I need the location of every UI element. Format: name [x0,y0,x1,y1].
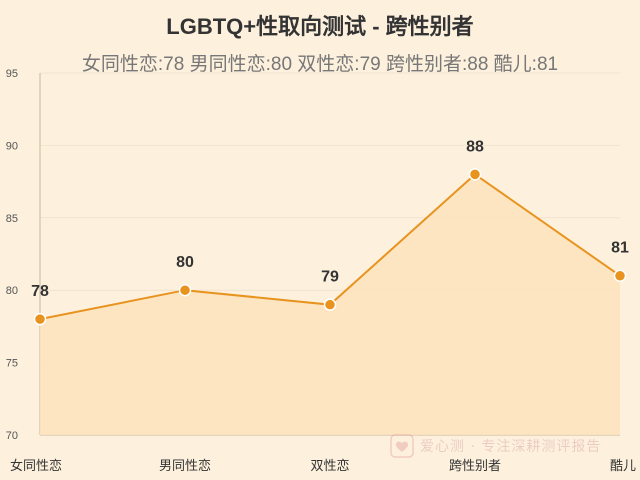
y-tick-label: 95 [6,68,18,80]
data-point [178,283,192,297]
x-tick-label: 双性恋 [310,458,349,474]
x-tick-label: 男同性恋 [159,458,211,474]
data-point [33,312,47,326]
data-label: 81 [611,240,629,257]
data-label: 78 [31,283,49,300]
y-tick-label: 85 [6,213,18,225]
y-tick-label: 70 [6,430,18,442]
data-point [323,298,337,311]
chart-subtitle: 女同性恋:78 男同性恋:80 双性恋:79 跨性别者:88 酷儿:81 [81,54,559,75]
data-label: 80 [176,254,194,271]
y-tick-label: 75 [6,358,18,370]
x-tick-label: 酷儿 [610,459,636,474]
data-point [468,168,482,181]
watermark-text: 爱心测 · 专注深耕测评报告 [420,439,602,455]
data-point [613,269,627,282]
data-label: 79 [321,269,339,286]
y-tick-label: 90 [6,140,18,152]
watermark: 爱心测 · 专注深耕测评报告 [390,432,601,460]
x-tick-label: 女同性恋 [10,458,62,474]
x-tick-label: 跨性别者 [449,459,501,474]
y-tick-label: 80 [6,285,18,297]
data-label: 88 [466,138,484,155]
chart-title: LGBTQ+性取向测试 - 跨性别者 [166,14,474,39]
heart-icon [390,434,414,458]
